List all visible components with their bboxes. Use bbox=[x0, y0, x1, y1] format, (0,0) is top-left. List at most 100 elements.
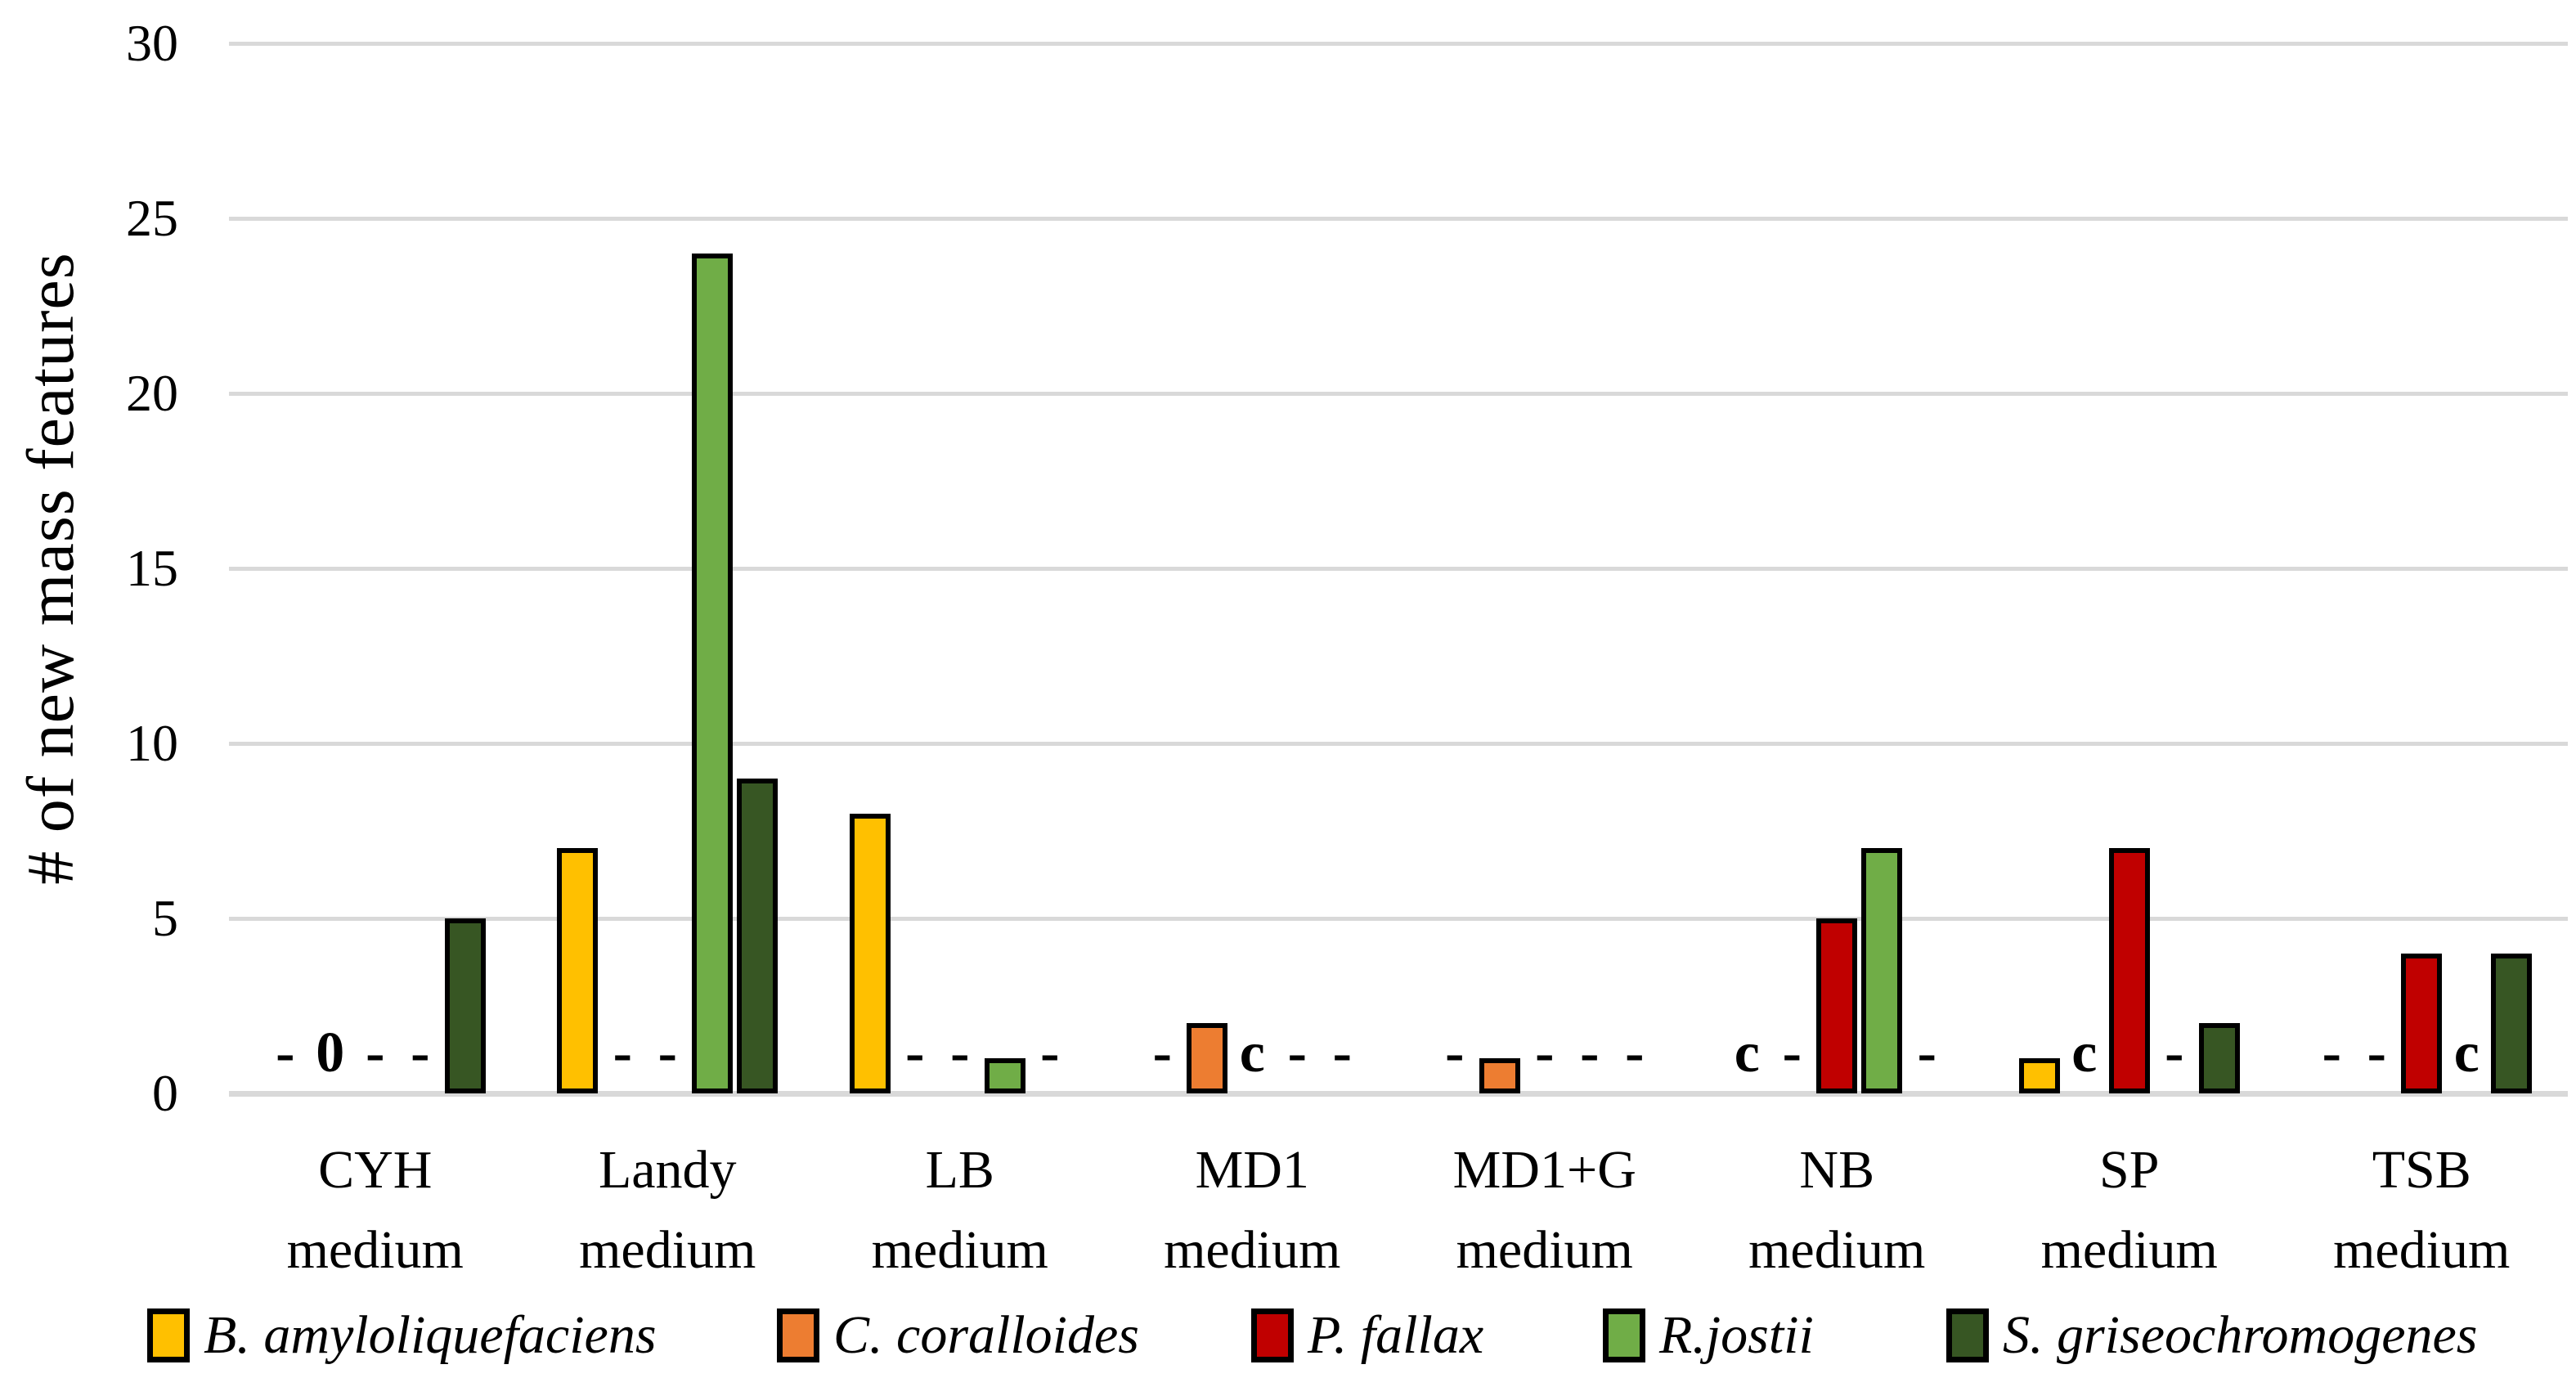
bar bbox=[2108, 848, 2150, 1093]
series-slot: 0 bbox=[307, 43, 352, 1093]
series-slot bbox=[2489, 43, 2534, 1093]
legend-swatch bbox=[147, 1308, 190, 1362]
gridline bbox=[229, 41, 2568, 46]
x-axis-label-line2: medium bbox=[579, 1219, 756, 1280]
series-slot: - bbox=[1275, 43, 1320, 1093]
missing-value-annotation: - bbox=[657, 1021, 677, 1084]
missing-value-annotation: - bbox=[2165, 1021, 2184, 1084]
series-slot: - bbox=[2309, 43, 2354, 1093]
bar-group-lb: --- bbox=[814, 43, 1106, 1093]
x-axis-label: Landy medium bbox=[522, 1130, 815, 1290]
missing-value-annotation: - bbox=[1625, 1021, 1645, 1084]
missing-value-annotation: - bbox=[1287, 1021, 1307, 1084]
missing-value-annotation: c bbox=[2453, 1021, 2480, 1084]
series-slot bbox=[1477, 43, 1522, 1093]
series-slot: c bbox=[1230, 43, 1275, 1093]
series-slot: - bbox=[1432, 43, 1477, 1093]
missing-value-annotation: - bbox=[950, 1021, 970, 1084]
x-axis-label: MD1+G medium bbox=[1398, 1130, 1691, 1290]
series-slot bbox=[847, 43, 892, 1093]
y-tick-label: 25 bbox=[126, 189, 178, 247]
bar bbox=[1479, 1058, 1520, 1093]
series-slot: - bbox=[1140, 43, 1185, 1093]
missing-value-annotation: - bbox=[1445, 1021, 1465, 1084]
gridline bbox=[229, 1090, 2568, 1097]
legend-swatch bbox=[1603, 1308, 1645, 1362]
bar-group-tsb: -- c bbox=[2276, 43, 2569, 1093]
series-slot: - bbox=[1567, 43, 1612, 1093]
series-slot: - bbox=[352, 43, 397, 1093]
x-axis-label-line1: LB bbox=[925, 1140, 994, 1200]
bar bbox=[2198, 1023, 2240, 1093]
series-slot: - bbox=[1027, 43, 1072, 1093]
series-slot bbox=[2017, 43, 2062, 1093]
series-slot: - bbox=[397, 43, 442, 1093]
bar-group-nb: c-- bbox=[1691, 43, 1984, 1093]
missing-value-annotation: c bbox=[1239, 1021, 1265, 1084]
legend-swatch bbox=[777, 1308, 819, 1362]
series-slot: - bbox=[937, 43, 982, 1093]
series-slot: - bbox=[645, 43, 690, 1093]
series-slot bbox=[735, 43, 780, 1093]
x-axis-label: MD1 medium bbox=[1106, 1130, 1399, 1290]
bar-groups: -0--------c------c--c---c bbox=[229, 43, 2568, 1093]
y-tick-label: 5 bbox=[152, 889, 178, 947]
x-axis-label: SP medium bbox=[1983, 1130, 2276, 1290]
series-slot: - bbox=[1522, 43, 1567, 1093]
gridline bbox=[229, 916, 2568, 921]
x-axis-label-line2: medium bbox=[286, 1219, 464, 1280]
x-axis-label: CYH medium bbox=[229, 1130, 522, 1290]
bar bbox=[984, 1058, 1025, 1093]
missing-value-annotation: - bbox=[905, 1021, 925, 1084]
x-axis-label-line1: MD1+G bbox=[1452, 1140, 1636, 1200]
y-tick-label: 20 bbox=[126, 364, 178, 422]
legend-item: P. fallax bbox=[1251, 1299, 1483, 1372]
series-slot: - bbox=[600, 43, 645, 1093]
missing-value-annotation: c bbox=[2071, 1021, 2098, 1084]
x-axis-label-line1: NB bbox=[1799, 1140, 1875, 1200]
bar bbox=[1816, 918, 1858, 1093]
gridline bbox=[229, 566, 2568, 571]
bar bbox=[2401, 953, 2443, 1093]
missing-value-annotation: - bbox=[2322, 1021, 2341, 1084]
x-axis-label: LB medium bbox=[814, 1130, 1106, 1290]
bar bbox=[2018, 1058, 2060, 1093]
missing-value-annotation: - bbox=[613, 1021, 632, 1084]
missing-value-annotation: - bbox=[366, 1021, 385, 1084]
bar bbox=[2491, 953, 2533, 1093]
series-slot: - bbox=[263, 43, 307, 1093]
missing-value-annotation: c bbox=[1734, 1021, 1760, 1084]
legend-item: B. amyloliquefaciens bbox=[147, 1299, 657, 1372]
series-slot bbox=[2107, 43, 2152, 1093]
series-slot: - bbox=[2152, 43, 2197, 1093]
bar bbox=[557, 848, 599, 1093]
y-axis-tick-labels: 0 5 10 15 20 25 30 bbox=[0, 17, 178, 1120]
series-slot bbox=[690, 43, 735, 1093]
series-slot: c bbox=[1725, 43, 1770, 1093]
bar bbox=[692, 253, 734, 1093]
missing-value-annotation: - bbox=[2367, 1021, 2386, 1084]
x-axis-label-line2: medium bbox=[1456, 1219, 1633, 1280]
missing-value-annotation: - bbox=[1580, 1021, 1600, 1084]
legend-label: C. coralloides bbox=[833, 1305, 1139, 1365]
legend-item: C. coralloides bbox=[777, 1299, 1139, 1372]
missing-value-annotation: - bbox=[1782, 1021, 1802, 1084]
legend-label: P. fallax bbox=[1308, 1305, 1484, 1365]
x-axis-label-line2: medium bbox=[2040, 1219, 2218, 1280]
legend-label: B. amyloliquefaciens bbox=[204, 1305, 657, 1365]
x-axis-label-line1: TSB bbox=[2372, 1140, 2471, 1200]
x-axis-label: NB medium bbox=[1691, 1130, 1984, 1290]
x-axis-label-line1: CYH bbox=[318, 1140, 433, 1200]
x-axis-label-line2: medium bbox=[1748, 1219, 1926, 1280]
missing-value-annotation: - bbox=[1152, 1021, 1172, 1084]
legend-label: S. griseochromogenes bbox=[2003, 1305, 2478, 1365]
gridline bbox=[229, 391, 2568, 396]
series-slot: - bbox=[1612, 43, 1657, 1093]
legend-swatch bbox=[1946, 1308, 1989, 1362]
x-axis-label-line1: MD1 bbox=[1195, 1140, 1309, 1200]
series-slot bbox=[1185, 43, 1230, 1093]
series-slot: - bbox=[892, 43, 937, 1093]
legend-item: S. griseochromogenes bbox=[1946, 1299, 2477, 1372]
series-slot bbox=[555, 43, 600, 1093]
y-tick-label: 10 bbox=[126, 714, 178, 772]
